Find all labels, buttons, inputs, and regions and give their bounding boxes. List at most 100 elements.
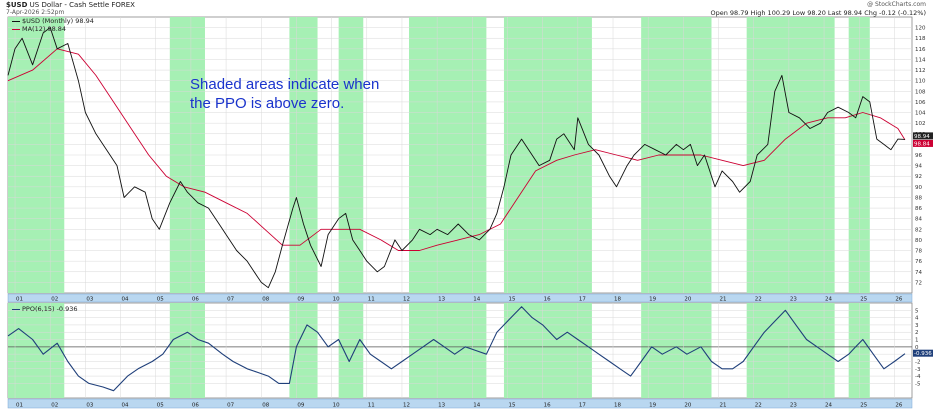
x-tick-label: 22 — [755, 297, 762, 303]
ppo-tick-label: 3 — [915, 323, 919, 329]
x-tick-label: 01 — [16, 297, 23, 303]
price-tick-label: 82 — [915, 227, 922, 233]
price-tick-label: 104 — [915, 111, 926, 117]
x-tick-label-bottom: 03 — [86, 403, 93, 409]
x-tick-label: 05 — [157, 297, 164, 303]
ppo-tick-label: 2 — [915, 330, 919, 336]
x-tick-label-bottom: 02 — [51, 403, 58, 409]
x-tick-label: 09 — [297, 297, 304, 303]
x-tick-label-bottom: 23 — [790, 403, 797, 409]
shaded-region-ppo-5 — [504, 303, 592, 398]
x-tick-label-bottom: 17 — [579, 403, 586, 409]
x-tick-label-bottom: 14 — [473, 403, 480, 409]
x-tick-label: 16 — [544, 297, 551, 303]
x-tick-label-bottom: 07 — [227, 403, 234, 409]
ppo-tick-label: -2 — [915, 359, 920, 365]
x-tick-label: 12 — [403, 297, 410, 303]
price-tick-label: 106 — [915, 100, 926, 106]
price-tick-label: 96 — [915, 153, 922, 159]
ppo-tick-label: -5 — [915, 381, 921, 387]
legend-ppo: PPO(6,15) -0.936 — [12, 305, 78, 313]
price-tick-label: 84 — [915, 217, 922, 223]
x-tick-label: 04 — [122, 297, 129, 303]
x-tick-label-bottom: 05 — [157, 403, 164, 409]
x-tick-label: 08 — [262, 297, 269, 303]
x-tick-label: 20 — [684, 297, 691, 303]
instrument-name: US Dollar - Cash Settle FOREX — [30, 1, 135, 9]
price-tick-label: 78 — [915, 249, 922, 255]
shaded-region-ppo-3 — [339, 303, 364, 398]
symbol-label: $USD — [6, 1, 27, 9]
x-tick-label: 19 — [649, 297, 656, 303]
legend-price: $USD (Monthly) 98.94 — [12, 17, 94, 25]
x-tick-label-bottom: 22 — [755, 403, 762, 409]
price-tick-label: 114 — [915, 57, 926, 63]
shaded-region-ppo-2 — [289, 303, 317, 398]
legend-ma-label: MA(12) 98.84 — [22, 25, 66, 33]
x-tick-label-bottom: 15 — [508, 403, 515, 409]
legend-ma: MA(12) 98.84 — [12, 25, 66, 33]
price-tick-label: 72 — [915, 280, 922, 286]
x-tick-label-bottom: 13 — [438, 403, 445, 409]
x-tick-label-bottom: 10 — [333, 403, 340, 409]
x-tick-label-bottom: 16 — [544, 403, 551, 409]
x-tick-label: 23 — [790, 297, 797, 303]
x-tick-label: 26 — [895, 297, 902, 303]
watermark: @ StockCharts.com — [867, 1, 926, 9]
price-tick-label: 118 — [915, 36, 926, 42]
quote-line: Open 98.79 High 100.29 Low 98.20 Last 98… — [710, 9, 926, 17]
legend-ppo-label: PPO(6,15) -0.936 — [22, 305, 78, 313]
price-last-tag: 98.94 — [914, 134, 930, 140]
x-tick-label: 06 — [192, 297, 199, 303]
ma-last-tag: 98.84 — [914, 141, 930, 147]
x-tick-label: 15 — [508, 297, 515, 303]
legend-ppo-swatch — [12, 309, 20, 310]
ppo-tick-label: -3 — [915, 367, 921, 373]
x-tick-label: 18 — [614, 297, 621, 303]
price-tick-label: 108 — [915, 89, 926, 95]
annotation: Shaded areas indicate when the PPO is ab… — [190, 75, 410, 113]
time-axis-bar-bottom — [8, 399, 912, 408]
price-tick-label: 120 — [915, 26, 926, 32]
x-tick-label-bottom: 09 — [297, 403, 304, 409]
chart-title: $USD US Dollar - Cash Settle FOREX — [6, 1, 135, 9]
price-tick-label: 90 — [915, 185, 922, 191]
ppo-tick-label: 4 — [915, 316, 919, 322]
legend-price-label: $USD (Monthly) 98.94 — [22, 17, 94, 25]
legend-ma-swatch — [12, 29, 20, 30]
price-tick-label: 76 — [915, 259, 922, 265]
x-tick-label-bottom: 21 — [720, 403, 727, 409]
x-tick-label: 14 — [473, 297, 480, 303]
price-tick-label: 102 — [915, 121, 926, 127]
x-tick-label-bottom: 01 — [16, 403, 23, 409]
x-tick-label: 10 — [333, 297, 340, 303]
ppo-last-tag: -0.936 — [914, 351, 932, 357]
price-tick-label: 74 — [915, 270, 922, 276]
price-tick-label: 116 — [915, 47, 926, 53]
price-tick-label: 86 — [915, 206, 922, 212]
x-tick-label-bottom: 25 — [860, 403, 867, 409]
legend-price-swatch — [12, 21, 20, 22]
annotation-line-2: the PPO is above zero. — [190, 94, 410, 113]
x-tick-label-bottom: 12 — [403, 403, 410, 409]
x-tick-label: 21 — [720, 297, 727, 303]
ppo-tick-label: 5 — [915, 308, 919, 314]
price-tick-label: 80 — [915, 238, 922, 244]
x-tick-label-bottom: 26 — [895, 403, 902, 409]
price-tick-label: 112 — [915, 68, 926, 74]
shaded-region-ppo-6 — [641, 303, 711, 398]
shaded-region-ppo-1 — [170, 303, 205, 398]
shaded-region-ppo-0 — [8, 303, 64, 398]
price-tick-label: 88 — [915, 195, 922, 201]
x-tick-label: 03 — [86, 297, 93, 303]
x-tick-label-bottom: 04 — [122, 403, 129, 409]
x-tick-label-bottom: 24 — [825, 403, 832, 409]
x-tick-label-bottom: 20 — [684, 403, 691, 409]
x-tick-label-bottom: 08 — [262, 403, 269, 409]
x-tick-label: 13 — [438, 297, 445, 303]
x-tick-label: 17 — [579, 297, 586, 303]
annotation-line-1: Shaded areas indicate when — [190, 75, 410, 94]
time-axis-bar — [8, 294, 912, 302]
